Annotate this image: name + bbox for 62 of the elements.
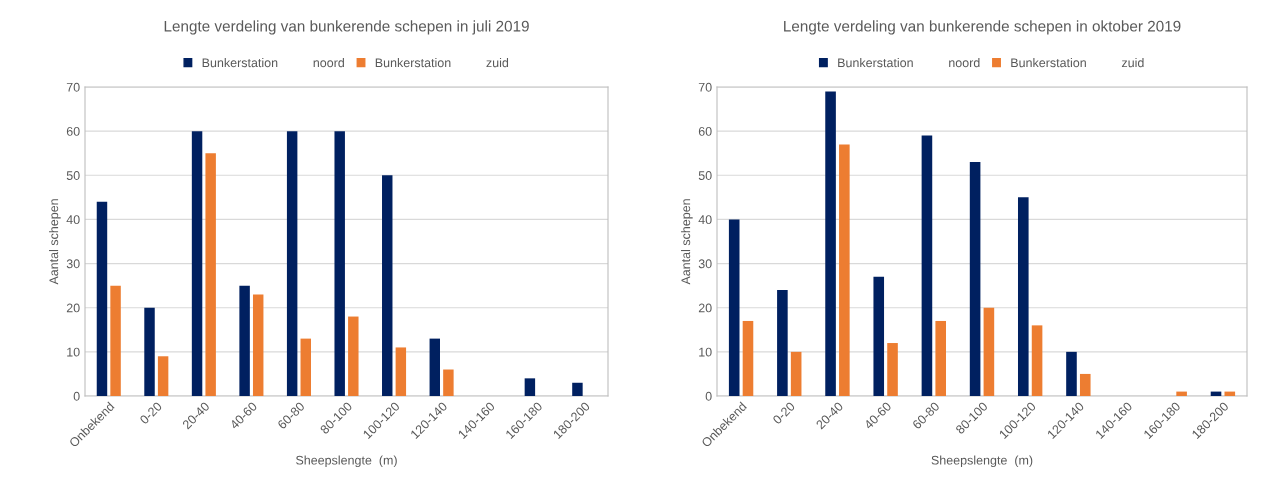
y-tick-label: 60 xyxy=(66,126,80,136)
bar xyxy=(286,131,298,396)
bar xyxy=(348,316,359,396)
bar xyxy=(110,285,121,396)
bar xyxy=(443,369,454,396)
legend-label: Bunkerstation noord xyxy=(202,57,344,68)
bar xyxy=(873,276,885,396)
bar xyxy=(935,320,947,396)
bar xyxy=(1066,351,1077,396)
bar xyxy=(921,135,933,396)
legend-label: Bunkerstation noord xyxy=(838,57,980,68)
bar xyxy=(1176,391,1187,396)
y-tick-label: 10 xyxy=(699,347,712,357)
bar xyxy=(1017,197,1029,396)
bar xyxy=(96,201,108,396)
bar xyxy=(839,144,850,396)
bar xyxy=(395,347,407,396)
bar xyxy=(1079,373,1091,396)
chart-title: Lengte verdeling van bunkerende schepen in oktober 2019 xyxy=(784,20,1181,35)
bar xyxy=(382,175,393,396)
bar xyxy=(572,382,583,396)
bar xyxy=(1031,325,1043,396)
y-tick-label: 10 xyxy=(67,347,80,357)
bar xyxy=(524,378,536,396)
bar xyxy=(825,91,836,396)
y-tick-label: 70 xyxy=(698,82,712,92)
y-tick-label: 50 xyxy=(698,171,712,180)
x-axis-title: Sheepslengte (m) xyxy=(296,455,397,468)
bar xyxy=(728,219,740,396)
bar xyxy=(334,131,345,396)
bar xyxy=(969,162,981,396)
bar xyxy=(790,351,802,396)
bar xyxy=(300,338,311,396)
bar xyxy=(777,290,788,396)
bar xyxy=(205,153,216,396)
y-tick-label: 30 xyxy=(698,259,712,269)
y-axis-title: Aantal schepen xyxy=(681,199,693,285)
bar xyxy=(144,307,155,396)
y-tick-label: 0 xyxy=(73,391,80,401)
bar xyxy=(239,285,250,396)
y-tick-label: 40 xyxy=(698,215,712,225)
bar xyxy=(191,131,203,396)
y-tick-label: 30 xyxy=(66,259,80,269)
bar xyxy=(742,320,754,396)
bar xyxy=(252,294,264,396)
bar xyxy=(887,343,898,396)
legend-label: Bunkerstation zuid xyxy=(375,57,509,68)
y-tick-label: 70 xyxy=(66,82,80,92)
y-tick-label: 40 xyxy=(66,215,80,225)
bar xyxy=(429,338,441,396)
y-tick-label: 50 xyxy=(66,171,80,180)
bar xyxy=(1224,391,1236,396)
bar xyxy=(157,356,169,396)
y-tick-label: 20 xyxy=(698,303,712,313)
legend-label: Bunkerstation zuid xyxy=(1011,57,1144,68)
chart-title: Lengte verdeling van bunkerende schepen in juli 2019 xyxy=(164,20,529,35)
y-tick-label: 0 xyxy=(705,391,712,401)
y-axis-title: Aantal schepen xyxy=(49,199,61,285)
y-tick-label: 60 xyxy=(698,126,712,136)
bar xyxy=(983,307,995,396)
y-tick-label: 20 xyxy=(66,303,80,313)
x-axis-title: Sheepslengte (m) xyxy=(931,455,1033,468)
